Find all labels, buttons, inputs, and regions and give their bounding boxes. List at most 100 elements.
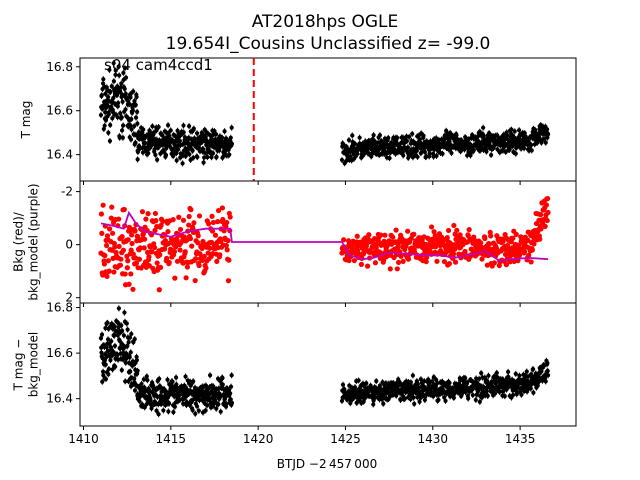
data-point <box>103 91 108 96</box>
data-point <box>128 95 133 100</box>
data-point <box>172 404 177 409</box>
data-point <box>544 127 550 132</box>
data-point <box>364 381 369 386</box>
data-point <box>195 233 201 239</box>
data-point <box>543 140 548 145</box>
data-point <box>222 129 227 134</box>
data-point <box>135 368 140 373</box>
data-point <box>393 227 399 233</box>
data-point <box>403 243 409 249</box>
data-point <box>516 252 523 258</box>
data-point <box>228 384 234 389</box>
data-point <box>132 388 138 393</box>
data-point <box>344 144 349 149</box>
data-point <box>210 151 216 156</box>
data-point <box>545 209 551 216</box>
data-point <box>405 145 410 150</box>
data-point <box>105 94 111 100</box>
data-point <box>216 402 221 407</box>
data-point <box>223 223 229 230</box>
data-point <box>411 231 417 237</box>
data-point <box>410 131 415 136</box>
data-point <box>163 152 169 158</box>
data-point <box>227 214 233 220</box>
data-point <box>521 146 527 151</box>
data-point <box>202 155 207 160</box>
data-point <box>493 391 498 396</box>
data-point <box>121 70 126 75</box>
data-point <box>510 392 516 398</box>
data-point <box>117 339 123 344</box>
data-point <box>431 394 436 399</box>
data-point <box>118 85 123 90</box>
data-point <box>119 81 124 86</box>
data-point <box>371 133 376 138</box>
y-tick-label: 16.4 <box>46 148 73 162</box>
data-point <box>116 64 121 69</box>
data-point <box>201 253 207 259</box>
data-point <box>444 128 449 133</box>
data-point <box>496 262 502 269</box>
data-point <box>173 375 179 380</box>
data-point <box>177 138 183 143</box>
data-point <box>126 340 131 345</box>
data-point <box>358 261 364 267</box>
data-point <box>170 217 176 223</box>
data-point <box>451 222 457 229</box>
data-point <box>510 235 516 241</box>
data-point <box>201 160 206 165</box>
data-point <box>107 67 112 73</box>
data-point <box>201 147 206 152</box>
data-point <box>156 144 162 150</box>
data-point <box>369 154 374 159</box>
data-point <box>181 401 186 406</box>
data-point <box>130 286 136 292</box>
data-point <box>133 102 138 108</box>
data-point <box>382 232 388 238</box>
data-point <box>223 242 229 249</box>
data-point <box>452 259 459 265</box>
data-point <box>135 109 140 114</box>
data-point <box>105 337 111 342</box>
data-point <box>443 398 448 404</box>
data-point <box>153 152 158 157</box>
data-point <box>441 258 447 265</box>
data-point <box>219 205 226 211</box>
data-point <box>107 226 113 232</box>
data-point <box>119 328 125 333</box>
data-point <box>404 138 409 144</box>
data-point <box>509 144 515 149</box>
data-point <box>174 258 181 264</box>
data-point <box>196 213 203 219</box>
data-point <box>135 157 140 162</box>
data-point <box>471 148 476 153</box>
data-point <box>366 232 372 238</box>
data-point <box>203 408 208 413</box>
background-points <box>98 195 551 293</box>
data-point <box>229 125 234 130</box>
data-point <box>395 259 402 266</box>
data-point <box>117 73 122 78</box>
data-point <box>115 333 120 338</box>
data-point <box>401 153 406 158</box>
data-point <box>154 260 160 266</box>
data-point <box>168 128 173 133</box>
data-point <box>184 264 191 270</box>
data-point <box>194 131 200 136</box>
panel-frame <box>79 57 577 182</box>
data-point <box>116 243 122 250</box>
data-point <box>128 271 134 277</box>
data-point <box>421 133 426 138</box>
data-point <box>124 265 130 271</box>
data-point <box>541 136 547 141</box>
data-point <box>119 323 124 328</box>
data-point <box>172 275 178 281</box>
data-point <box>158 264 164 271</box>
data-point <box>113 72 118 77</box>
data-point <box>445 227 452 234</box>
data-point <box>487 131 492 136</box>
data-point <box>529 247 535 253</box>
data-point <box>538 226 544 232</box>
data-point <box>119 368 124 373</box>
